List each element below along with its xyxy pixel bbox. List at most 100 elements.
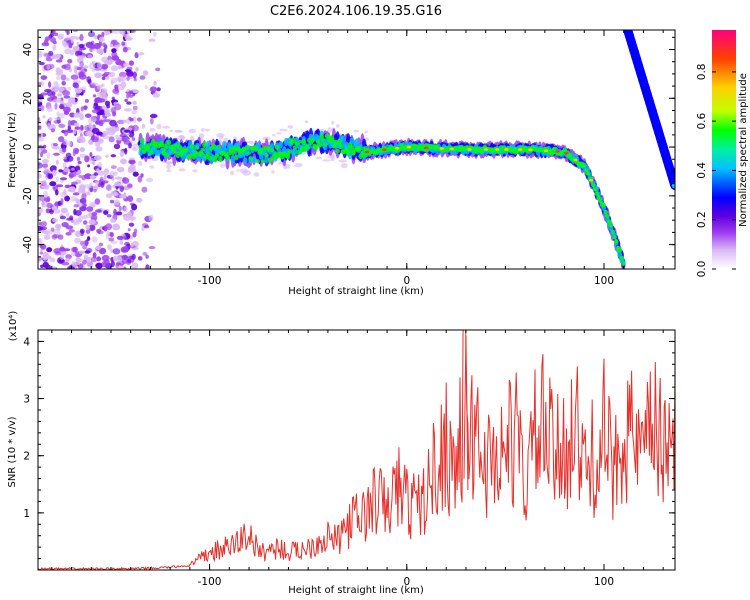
snr-line — [38, 330, 675, 570]
noise-blob — [152, 31, 157, 37]
noise-blob — [40, 92, 48, 96]
band-cell — [280, 155, 285, 160]
haze-blob — [248, 142, 256, 145]
noise-blob — [65, 257, 70, 262]
band-cell — [251, 156, 257, 163]
noise-blob — [137, 175, 143, 183]
noise-blob — [52, 186, 56, 190]
noise-blob — [89, 44, 96, 50]
noise-blob — [131, 110, 138, 115]
hot-spot — [564, 151, 569, 155]
band-cell — [298, 140, 303, 144]
noise-blob — [103, 30, 110, 36]
noise-blob — [123, 206, 128, 213]
hot-spot — [467, 148, 472, 151]
noise-blob — [94, 141, 101, 147]
haze-blob — [236, 169, 240, 172]
noise-blob — [110, 154, 117, 158]
noise-blob — [80, 124, 84, 131]
noise-blob — [65, 254, 72, 260]
band-cell — [267, 157, 273, 163]
noise-blob — [110, 77, 118, 84]
noise-blob — [40, 75, 48, 80]
noise-blob — [75, 230, 80, 238]
noise-blob — [149, 86, 158, 92]
haze-blob — [279, 128, 288, 132]
noise-blob — [123, 139, 131, 145]
noise-blob — [79, 114, 85, 121]
band-cell — [205, 152, 211, 157]
noise-blob — [63, 95, 71, 99]
band-cell — [202, 141, 207, 148]
band-cell — [399, 143, 404, 148]
noise-blob — [145, 177, 154, 183]
noise-blob — [136, 197, 143, 203]
noise-blob — [99, 92, 106, 100]
noise-blob — [59, 148, 63, 154]
x-tick-label: 0 — [403, 576, 410, 588]
noise-blob — [99, 176, 104, 183]
band-cell — [264, 152, 269, 158]
hot-spot — [406, 145, 411, 149]
noise-blob — [68, 229, 75, 233]
noise-blob — [38, 256, 44, 261]
noise-blob — [127, 228, 131, 232]
noise-blob — [144, 85, 148, 90]
band-cell — [591, 182, 596, 188]
noise-blob — [126, 76, 130, 81]
noise-blob — [105, 154, 109, 158]
noise-blob — [42, 163, 48, 169]
snr-y-axis-label: SNR (10 * v/v) — [7, 416, 18, 487]
noise-blob — [128, 159, 136, 165]
noise-blob — [98, 242, 103, 247]
noise-blob — [125, 69, 132, 73]
snr-y-scale-label: (x10⁴) — [8, 311, 19, 342]
noise-blob — [59, 246, 66, 252]
noise-blob — [54, 102, 58, 110]
noise-blob — [38, 50, 43, 58]
band-cell — [259, 147, 264, 153]
haze-blob — [364, 130, 368, 134]
noise-blob — [136, 117, 142, 122]
noise-blob — [81, 192, 87, 200]
noise-blob — [85, 224, 91, 230]
colorbar-gradient — [712, 30, 736, 269]
noise-blob — [84, 98, 90, 103]
haze-blob — [353, 129, 360, 133]
colorbar-tick-label: 0.4 — [696, 162, 708, 179]
noise-blob — [74, 88, 83, 94]
band-cell — [337, 138, 342, 145]
noise-blob — [44, 229, 53, 236]
noise-blob — [60, 207, 68, 214]
noise-blob — [87, 131, 94, 137]
band-cell — [234, 154, 239, 161]
noise-blob — [55, 184, 64, 188]
noise-blob — [63, 189, 67, 196]
noise-blob — [87, 236, 91, 241]
hot-spot — [589, 179, 594, 182]
noise-blob — [38, 221, 42, 226]
noise-blob — [124, 241, 130, 247]
x-tick-label: 100 — [594, 576, 614, 588]
noise-blob — [66, 101, 73, 108]
noise-blob — [61, 141, 67, 146]
noise-blob — [65, 212, 70, 218]
noise-blob — [95, 209, 102, 213]
noise-blob — [55, 159, 60, 165]
haze-blob — [304, 120, 309, 124]
noise-blob — [103, 225, 108, 232]
band-cell — [606, 219, 612, 224]
band-cell — [321, 138, 326, 142]
band-cell — [140, 138, 145, 144]
spectrogram-ticks: -100 0 100 -40 -20 0 20 40 — [22, 30, 675, 287]
haze-blob — [177, 134, 186, 141]
noise-blob — [68, 44, 73, 49]
noise-blob — [132, 171, 139, 177]
hot-spot — [394, 147, 400, 150]
haze-blob — [188, 128, 197, 133]
noise-blob — [51, 218, 59, 223]
noise-blob — [92, 185, 99, 191]
noise-blob — [81, 174, 86, 181]
noise-blob — [89, 157, 95, 165]
noise-blob — [46, 247, 53, 253]
